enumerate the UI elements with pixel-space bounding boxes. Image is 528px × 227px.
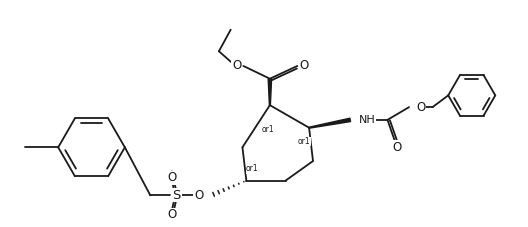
- Text: or1: or1: [261, 125, 274, 134]
- Text: O: O: [167, 208, 176, 221]
- Polygon shape: [309, 118, 351, 128]
- Text: or1: or1: [298, 137, 310, 146]
- Text: O: O: [232, 59, 241, 72]
- Text: O: O: [167, 171, 176, 184]
- Polygon shape: [268, 79, 271, 105]
- Text: or1: or1: [246, 164, 259, 173]
- Text: O: O: [393, 141, 402, 154]
- Text: O: O: [194, 189, 203, 202]
- Text: S: S: [173, 189, 181, 202]
- Text: O: O: [299, 59, 309, 72]
- Text: NH: NH: [359, 115, 376, 125]
- Text: O: O: [416, 101, 425, 114]
